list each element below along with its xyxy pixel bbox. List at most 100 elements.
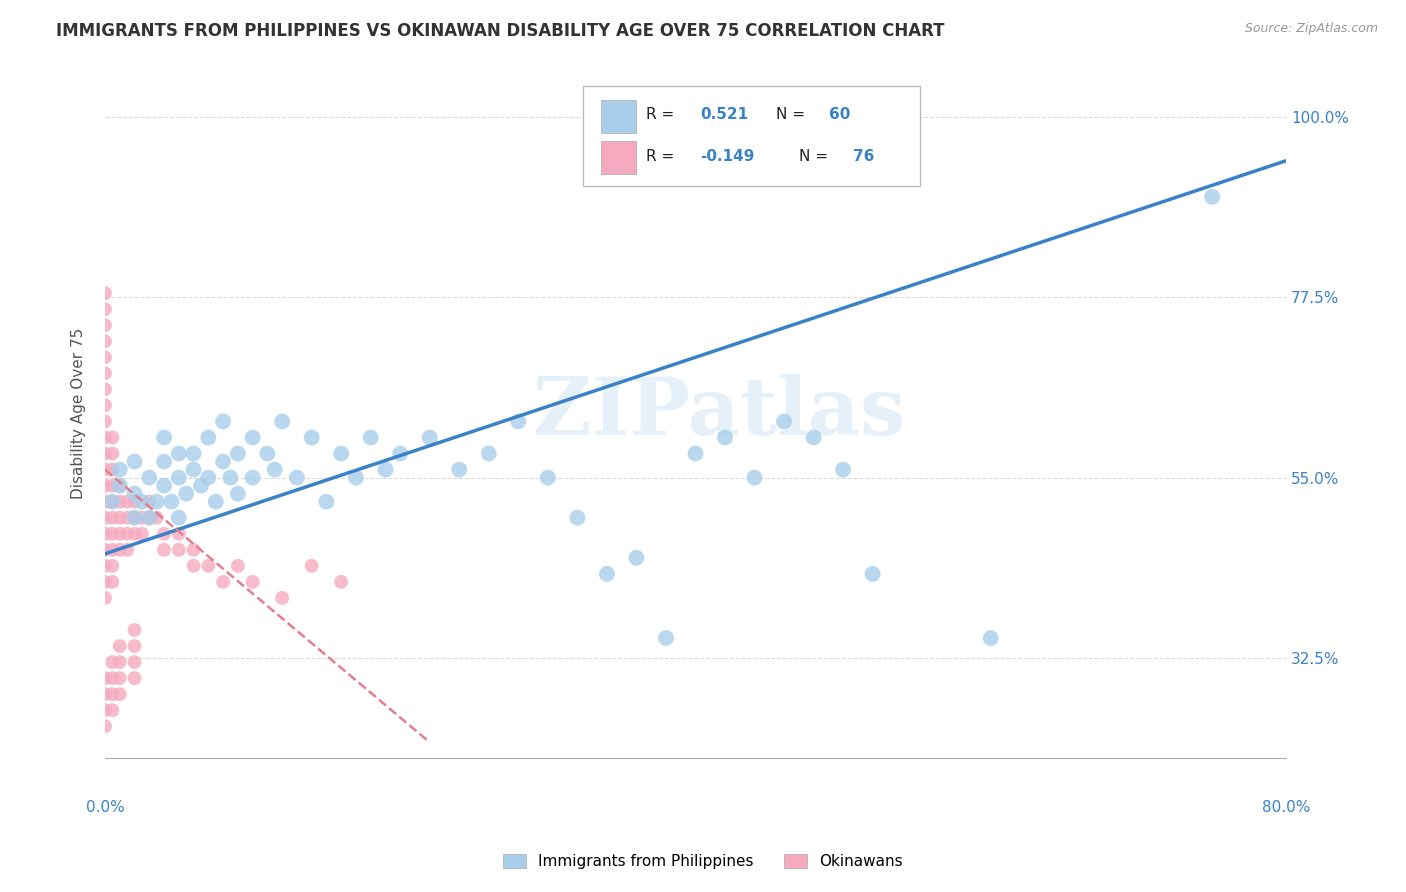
- Point: [197, 430, 219, 444]
- Point: [315, 494, 337, 508]
- Point: [685, 446, 707, 460]
- Text: R =: R =: [645, 107, 679, 122]
- Text: R =: R =: [645, 149, 679, 163]
- Point: [108, 542, 131, 557]
- Point: [101, 526, 124, 541]
- Point: [212, 574, 235, 589]
- Point: [1201, 190, 1223, 204]
- Point: [101, 494, 124, 508]
- Point: [101, 655, 124, 669]
- Point: [101, 703, 124, 717]
- Point: [94, 494, 117, 508]
- Point: [108, 494, 131, 508]
- Point: [108, 655, 131, 669]
- Bar: [600, 141, 637, 174]
- Point: [94, 719, 117, 733]
- Point: [131, 526, 153, 541]
- Point: [94, 446, 117, 460]
- Point: [101, 462, 124, 476]
- Point: [94, 542, 117, 557]
- Point: [190, 478, 212, 492]
- Point: [301, 430, 323, 444]
- Point: [449, 462, 471, 476]
- Point: [773, 414, 796, 428]
- Point: [655, 631, 678, 645]
- Point: [183, 542, 205, 557]
- Point: [626, 550, 648, 565]
- Point: [101, 494, 124, 508]
- Point: [94, 318, 117, 333]
- Point: [124, 510, 146, 524]
- Point: [94, 383, 117, 397]
- Point: [108, 478, 131, 492]
- Point: [330, 574, 353, 589]
- Point: [108, 462, 131, 476]
- Point: [101, 446, 124, 460]
- Point: [124, 526, 146, 541]
- Point: [94, 574, 117, 589]
- Point: [94, 302, 117, 317]
- Text: N =: N =: [800, 149, 834, 163]
- Point: [94, 367, 117, 381]
- Point: [115, 510, 138, 524]
- Point: [153, 478, 176, 492]
- Point: [197, 558, 219, 573]
- Point: [124, 494, 146, 508]
- Point: [183, 446, 205, 460]
- Point: [108, 478, 131, 492]
- Text: Source: ZipAtlas.com: Source: ZipAtlas.com: [1244, 22, 1378, 36]
- Point: [115, 526, 138, 541]
- Point: [101, 558, 124, 573]
- Text: ZIPatlas: ZIPatlas: [533, 375, 905, 452]
- Point: [226, 558, 249, 573]
- Point: [101, 478, 124, 492]
- Point: [94, 703, 117, 717]
- Point: [197, 470, 219, 484]
- Point: [131, 494, 153, 508]
- Point: [108, 526, 131, 541]
- Point: [167, 542, 190, 557]
- Point: [94, 671, 117, 685]
- Point: [94, 478, 117, 492]
- Point: [94, 398, 117, 412]
- Point: [537, 470, 560, 484]
- Point: [256, 446, 278, 460]
- Point: [124, 454, 146, 468]
- Point: [153, 542, 176, 557]
- Point: [94, 430, 117, 444]
- Point: [167, 526, 190, 541]
- Point: [174, 486, 197, 500]
- Point: [108, 671, 131, 685]
- Point: [94, 591, 117, 605]
- Point: [419, 430, 441, 444]
- Point: [212, 454, 235, 468]
- Point: [160, 494, 183, 508]
- Point: [344, 470, 367, 484]
- Point: [124, 655, 146, 669]
- Point: [301, 558, 323, 573]
- Point: [226, 486, 249, 500]
- Point: [131, 510, 153, 524]
- Text: 60: 60: [830, 107, 851, 122]
- Point: [478, 446, 501, 460]
- Point: [94, 286, 117, 301]
- Point: [145, 510, 167, 524]
- Point: [832, 462, 855, 476]
- Text: 80.0%: 80.0%: [1261, 800, 1310, 814]
- Point: [124, 639, 146, 653]
- Point: [567, 510, 589, 524]
- Point: [153, 430, 176, 444]
- Point: [980, 631, 1002, 645]
- Point: [271, 591, 294, 605]
- Point: [183, 558, 205, 573]
- Point: [94, 351, 117, 365]
- Text: -0.149: -0.149: [700, 149, 755, 163]
- Point: [108, 510, 131, 524]
- Point: [124, 486, 146, 500]
- Point: [115, 494, 138, 508]
- Text: 0.521: 0.521: [700, 107, 748, 122]
- Point: [108, 639, 131, 653]
- Point: [115, 542, 138, 557]
- Point: [219, 470, 242, 484]
- Text: IMMIGRANTS FROM PHILIPPINES VS OKINAWAN DISABILITY AGE OVER 75 CORRELATION CHART: IMMIGRANTS FROM PHILIPPINES VS OKINAWAN …: [56, 22, 945, 40]
